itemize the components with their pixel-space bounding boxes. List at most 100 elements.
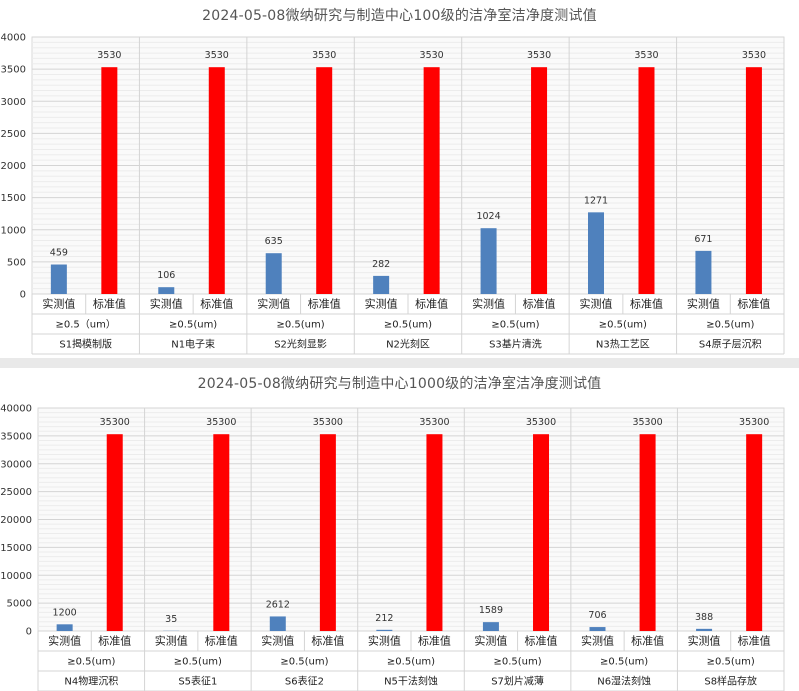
chart-title: 2024-05-08微纳研究与制造中心100级的洁净室洁净度测试值 — [202, 8, 597, 24]
category-label-standard: 标准值 — [630, 297, 663, 311]
category-label-location: N2光刻区 — [386, 338, 430, 351]
bar-standard — [639, 434, 656, 631]
bar-measured — [376, 629, 393, 631]
data-label-standard: 35300 — [100, 417, 130, 428]
y-tick-label: 20000 — [0, 515, 32, 526]
y-tick-label: 35000 — [0, 431, 32, 442]
bar-standard — [426, 434, 443, 631]
bar-standard — [319, 434, 336, 631]
category-label-standard: 标准值 — [308, 297, 341, 311]
bar-standard — [533, 434, 550, 631]
data-label-standard: 35300 — [632, 417, 662, 428]
category-label-standard: 标准值 — [525, 634, 558, 648]
bar-standard — [208, 67, 225, 294]
bar-standard — [745, 67, 762, 294]
bar-measured — [50, 264, 67, 294]
bar-measured — [265, 253, 282, 294]
data-label-standard: 35300 — [419, 417, 449, 428]
bar-measured — [269, 616, 286, 631]
bar-measured — [589, 627, 606, 631]
category-label-particle: ≥0.5(um) — [491, 320, 539, 331]
category-label-measured: 实测值 — [580, 297, 613, 311]
data-label-standard: 35300 — [206, 417, 236, 428]
category-label-particle: ≥0.5(um) — [174, 657, 222, 668]
chart-title: 2024-05-08微纳研究与制造中心1000级的洁净室洁净度测试值 — [197, 376, 602, 392]
data-label-measured: 706 — [588, 610, 606, 621]
y-tick-label: 2000 — [1, 161, 26, 172]
category-label-particle: ≥0.5(um) — [67, 657, 115, 668]
category-label-location: N5干法刻蚀 — [384, 675, 438, 688]
bar-standard — [316, 67, 333, 294]
bar-measured — [373, 275, 390, 294]
category-label-measured: 实测值 — [687, 297, 720, 311]
bar-measured — [588, 212, 604, 294]
y-tick-label: 0 — [20, 290, 26, 301]
bar-chart-class-1000: 0 5000 10000 15000 20000 25000 30000 35000 40000… — [0, 404, 785, 691]
category-label-location: S1揭模制版 — [59, 338, 112, 351]
category-label-standard: 标准值 — [418, 634, 451, 648]
bar-standard — [638, 67, 655, 294]
y-tick-label: 3500 — [1, 65, 26, 76]
category-label-standard: 标准值 — [737, 297, 770, 311]
data-label-measured: 106 — [157, 270, 175, 281]
category-label-particle: ≥0.5(um) — [280, 657, 328, 668]
data-label-measured: 282 — [372, 259, 390, 270]
bar-measured — [56, 624, 73, 631]
bar-measured — [695, 250, 712, 294]
data-label-measured: 1589 — [479, 605, 503, 616]
category-label-measured: 实测值 — [365, 297, 398, 311]
y-tick-label: 2500 — [1, 129, 26, 140]
data-label-measured: 1024 — [476, 211, 500, 222]
category-label-standard: 标准值 — [738, 634, 771, 648]
category-label-location: S3基片清洗 — [489, 338, 542, 351]
category-label-location: N6湿法刻蚀 — [597, 675, 651, 688]
category-label-location: S8样品存放 — [704, 675, 757, 688]
y-tick-label: 15000 — [0, 543, 32, 554]
data-label-standard: 3530 — [97, 50, 121, 61]
y-tick-label: 0 — [26, 627, 32, 638]
category-label-location: N4物理沉积 — [64, 675, 118, 688]
y-tick-label: 3000 — [1, 97, 26, 108]
bar-standard — [106, 434, 123, 631]
category-label-measured: 实测值 — [474, 634, 507, 648]
bar-measured — [696, 628, 713, 631]
chart-panel-class-1000: 2024-05-08微纳研究与制造中心1000级的洁净室洁净度测试值 0 5000… — [0, 368, 799, 691]
bar-standard — [423, 67, 440, 294]
y-tick-label: 25000 — [0, 487, 32, 498]
category-label-measured: 实测值 — [688, 634, 721, 648]
bar-standard — [213, 434, 230, 631]
category-label-measured: 实测值 — [472, 297, 505, 311]
category-label-standard: 标准值 — [523, 297, 556, 311]
data-label-measured: 459 — [50, 248, 68, 259]
category-label-measured: 实测值 — [155, 634, 188, 648]
category-label-measured: 实测值 — [581, 634, 614, 648]
y-tick-label: 1000 — [1, 225, 26, 236]
category-label-particle: ≥0.5(um) — [706, 320, 754, 331]
data-label-measured: 1200 — [53, 607, 77, 618]
category-label-location: S5表征1 — [178, 675, 217, 688]
data-label-standard: 3530 — [205, 50, 229, 61]
category-label-standard: 标准值 — [415, 297, 448, 311]
data-label-standard: 35300 — [526, 417, 556, 428]
y-tick-label: 500 — [7, 257, 26, 268]
category-label-standard: 标准值 — [631, 634, 664, 648]
bar-chart-class-100: 0 500 1000 1500 2000 2500 3000 3500 4000 459 3530 实… — [1, 33, 785, 355]
category-label-particle: ≥0.5(um) — [384, 320, 432, 331]
bar-standard — [101, 67, 118, 294]
category-label-measured: 实测值 — [42, 297, 75, 311]
category-label-standard: 标准值 — [98, 634, 131, 648]
y-tick-label: 5000 — [7, 599, 32, 610]
data-label-measured: 635 — [265, 236, 283, 247]
category-label-particle: ≥0.5(um) — [169, 320, 217, 331]
data-label-standard: 35300 — [313, 417, 343, 428]
data-label-measured: 671 — [694, 234, 712, 245]
bar-standard — [531, 67, 548, 294]
bar-measured — [158, 287, 175, 294]
category-label-particle: ≥0.5(um) — [707, 657, 755, 668]
bar-measured — [482, 622, 499, 631]
category-label-particle: ≥0.5(um) — [493, 657, 541, 668]
category-label-measured: 实测值 — [150, 297, 183, 311]
category-label-particle: ≥0.5(um) — [387, 657, 435, 668]
category-label-particle: ≥0.5(um) — [276, 320, 324, 331]
category-label-measured: 实测值 — [368, 634, 401, 648]
